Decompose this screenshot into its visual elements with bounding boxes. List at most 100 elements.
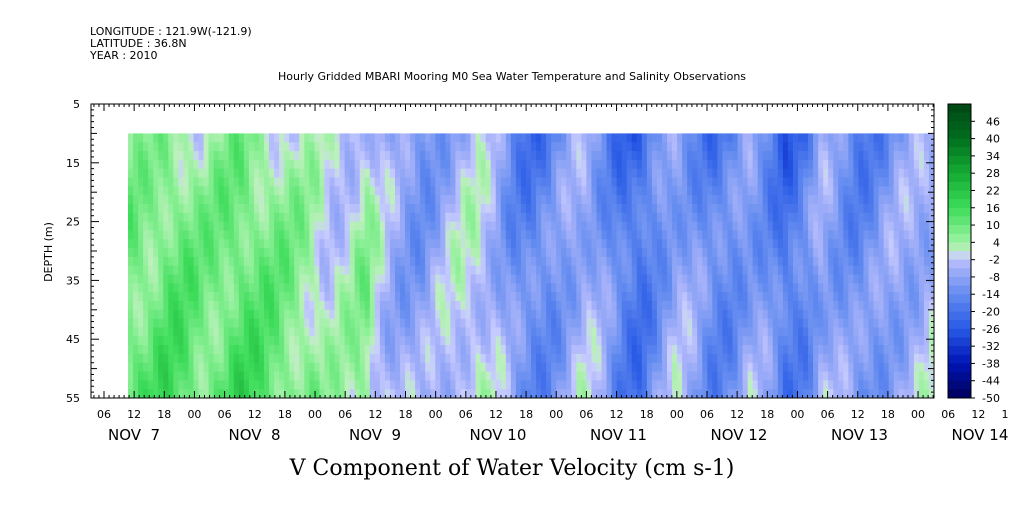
heatmap-cell (249, 380, 255, 389)
heatmap-cell (435, 133, 441, 142)
heatmap-cell (345, 310, 351, 319)
heatmap-cell (214, 169, 220, 178)
heatmap-cell (869, 213, 875, 222)
heatmap-cell (727, 292, 733, 301)
heatmap-cell (657, 213, 663, 222)
heatmap-cell (309, 310, 315, 319)
heatmap-cell (440, 133, 446, 142)
heatmap-cell (435, 372, 441, 381)
heatmap-cell (269, 213, 275, 222)
heatmap-cell (904, 327, 910, 336)
heatmap-cell (909, 178, 915, 187)
heatmap-cell (738, 275, 744, 284)
heatmap-cell (360, 213, 366, 222)
heatmap-cell (400, 248, 406, 257)
heatmap-cell (768, 266, 774, 275)
heatmap-cell (738, 354, 744, 363)
heatmap-cell (733, 151, 739, 160)
heatmap-cell (143, 354, 149, 363)
heatmap-cell (294, 186, 300, 195)
heatmap-cell (748, 257, 754, 266)
heatmap-cell (148, 266, 154, 275)
heatmap-cell (727, 363, 733, 372)
heatmap-cell (642, 204, 648, 213)
heatmap-cell (430, 178, 436, 187)
heatmap-cell (340, 151, 346, 160)
heatmap-cell (400, 222, 406, 231)
heatmap-cell (612, 363, 618, 372)
heatmap-cell (289, 266, 295, 275)
heatmap-cell (204, 327, 210, 336)
heatmap-cell (697, 133, 703, 142)
heatmap-cell (204, 213, 210, 222)
heatmap-cell (390, 133, 396, 142)
heatmap-cell (586, 133, 592, 142)
heatmap-cell (617, 345, 623, 354)
heatmap-cell (420, 160, 426, 169)
heatmap-cell (466, 292, 472, 301)
heatmap-cell (717, 345, 723, 354)
heatmap-cell (335, 319, 341, 328)
heatmap-cell (894, 301, 900, 310)
heatmap-cell (239, 283, 245, 292)
heatmap-cell (501, 133, 507, 142)
heatmap-cell (531, 380, 537, 389)
heatmap-cell (158, 372, 164, 381)
heatmap-cell (526, 178, 532, 187)
heatmap-cell (692, 283, 698, 292)
heatmap-cell (153, 345, 159, 354)
heatmap-cell (466, 151, 472, 160)
heatmap-cell (677, 195, 683, 204)
heatmap-cell (526, 257, 532, 266)
heatmap-cell (662, 230, 668, 239)
heatmap-cell (722, 372, 728, 381)
heatmap-cell (647, 266, 653, 275)
heatmap-cell (178, 186, 184, 195)
heatmap-cell (738, 345, 744, 354)
heatmap-cell (178, 310, 184, 319)
heatmap-cell (425, 169, 431, 178)
heatmap-cell (143, 319, 149, 328)
heatmap-cell (259, 310, 265, 319)
heatmap-cell (143, 301, 149, 310)
heatmap-cell (778, 301, 784, 310)
heatmap-cell (682, 283, 688, 292)
heatmap-cell (330, 319, 336, 328)
heatmap-cell (405, 345, 411, 354)
heatmap-cell (884, 380, 890, 389)
heatmap-cell (702, 380, 708, 389)
heatmap-cell (491, 195, 497, 204)
heatmap-cell (909, 363, 915, 372)
heatmap-cell (410, 301, 416, 310)
heatmap-cell (576, 310, 582, 319)
heatmap-cell (471, 275, 477, 284)
heatmap-cell (758, 248, 764, 257)
heatmap-cell (566, 354, 572, 363)
heatmap-cell (924, 389, 930, 398)
heatmap-cell (299, 239, 305, 248)
heatmap-cell (576, 160, 582, 169)
heatmap-cell (496, 257, 502, 266)
heatmap-cell (360, 310, 366, 319)
heatmap-cell (214, 222, 220, 231)
heatmap-cell (415, 310, 421, 319)
heatmap-cell (863, 380, 869, 389)
heatmap-cell (591, 283, 597, 292)
heatmap-cell (360, 169, 366, 178)
heatmap-cell (314, 283, 320, 292)
heatmap-cell (778, 292, 784, 301)
heatmap-cell (904, 275, 910, 284)
heatmap-cell (899, 204, 905, 213)
heatmap-cell (753, 354, 759, 363)
heatmap-cell (460, 186, 466, 195)
heatmap-cell (748, 133, 754, 142)
heatmap-cell (662, 319, 668, 328)
heatmap-cell (299, 186, 305, 195)
heatmap-cell (717, 336, 723, 345)
heatmap-cell (763, 345, 769, 354)
heatmap-cell (576, 257, 582, 266)
heatmap-cell (183, 292, 189, 301)
heatmap-cell (234, 319, 240, 328)
heatmap-cell (687, 345, 693, 354)
heatmap-cell (909, 380, 915, 389)
